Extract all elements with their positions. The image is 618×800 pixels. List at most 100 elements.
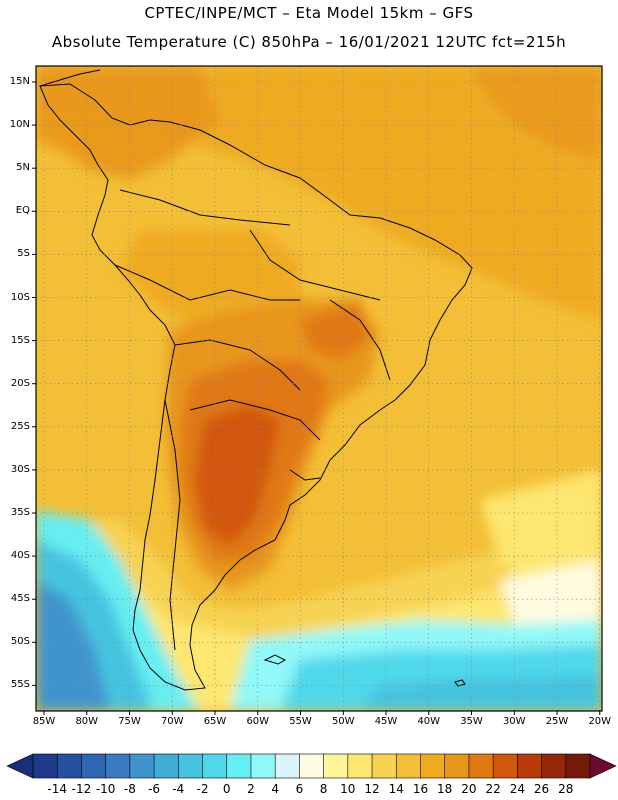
colorbar-label: 28 <box>558 782 574 796</box>
border-uruguay <box>289 469 321 481</box>
latitude-label: EQ <box>15 205 30 217</box>
falklands-coast <box>263 654 287 665</box>
longitude-label: 20W <box>588 716 612 727</box>
longitude-label: 85W <box>32 716 56 727</box>
colorbar-label: 18 <box>437 782 453 796</box>
colorbar-label: 24 <box>509 782 525 796</box>
longitude-label: 65W <box>203 716 227 727</box>
colorbar-label: 4 <box>271 782 279 796</box>
colorbar-label: 0 <box>222 782 231 796</box>
colorbar-label: 8 <box>319 782 328 796</box>
colorbar-swatch <box>517 753 543 779</box>
latitude-label: 30S <box>10 463 30 475</box>
colorbar <box>6 753 617 779</box>
longitude-label: 35W <box>460 716 483 727</box>
colorbar-label: -6 <box>148 782 161 796</box>
border-chile-argentina <box>164 399 181 651</box>
longitude-label: 60W <box>246 716 270 727</box>
colorbar-swatch <box>468 753 494 779</box>
longitude-label: 45W <box>374 716 398 727</box>
latitude-label: 5S <box>17 248 30 260</box>
longitude-label: 80W <box>75 716 99 727</box>
border-amazonas <box>249 229 381 301</box>
colorbar-label: 10 <box>340 782 356 796</box>
colorbar-swatch <box>444 753 470 779</box>
colorbar-label: -4 <box>172 782 185 796</box>
colorbar-swatch <box>299 753 325 779</box>
latitude-label: 10S <box>10 291 30 303</box>
colorbar-label: 2 <box>247 782 255 796</box>
colorbar-label: 20 <box>461 782 477 796</box>
colorbar-swatch <box>347 753 373 779</box>
colorbar-swatch <box>129 753 155 779</box>
colorbar-label: -12 <box>71 782 92 796</box>
map-frame <box>35 65 603 712</box>
colorbar-label: -8 <box>123 782 136 796</box>
colorbar-swatch <box>492 753 519 779</box>
colorbar-swatch <box>153 753 180 779</box>
colorbar-label: 14 <box>388 782 404 796</box>
latitude-label: 35S <box>10 507 30 518</box>
colorbar-swatch <box>250 753 276 779</box>
colorbar-swatch <box>81 753 107 779</box>
map-title-line-2: Absolute Temperature (C) 850hPa – 16/01/… <box>51 33 567 51</box>
colorbar-swatch <box>420 753 446 779</box>
south-georgia-coast <box>454 679 466 687</box>
axis-ticks <box>32 81 601 715</box>
latitude-label: 20S <box>10 377 30 389</box>
colorbar-label: 22 <box>485 782 501 796</box>
latitude-label: 45S <box>10 593 30 605</box>
field-zone-20c-atlantic <box>470 66 602 160</box>
latitude-label: 10N <box>9 119 30 131</box>
field-zone-minus2c-southern <box>360 675 602 711</box>
colorbar-label: 6 <box>295 782 304 796</box>
latitude-label: 40S <box>10 550 30 562</box>
latitude-label: 15S <box>10 334 30 346</box>
map-title-line-1: CPTEC/INPE/MCT – Eta Model 15km – GFS <box>144 4 474 22</box>
central-america-coast <box>39 69 101 87</box>
colorbar-low-arrow <box>6 753 34 779</box>
latitude-label: 5N <box>16 162 30 174</box>
colorbar-label: -14 <box>47 782 67 796</box>
colorbar-swatch <box>323 753 349 779</box>
field-zone-20c-caribbean <box>36 66 220 180</box>
field-zone-24c-core <box>195 405 280 545</box>
colorbar-swatch <box>178 753 204 779</box>
field-zone-8c-atlantic <box>500 560 602 640</box>
latitude-label: 55S <box>10 679 30 691</box>
temperature-field <box>36 66 602 711</box>
colorbar-label: 16 <box>412 782 429 796</box>
colorbar-swatch <box>565 753 591 779</box>
longitude-label: 40W <box>417 716 441 727</box>
border-bolivia <box>174 339 301 391</box>
longitude-label: 70W <box>160 716 184 727</box>
colorbar-swatch <box>32 753 59 779</box>
colorbar-label: -2 <box>196 782 209 796</box>
colorbar-label: -10 <box>95 782 116 796</box>
colorbar-swatch <box>202 753 228 779</box>
colorbar-swatch <box>274 753 301 779</box>
longitude-label: 75W <box>118 716 141 727</box>
coastline <box>39 69 473 691</box>
latitude-label: 15N <box>9 76 30 87</box>
border-brazil-states <box>329 299 391 381</box>
latitude-label: 50S <box>10 636 30 648</box>
longitude-label: 55W <box>289 716 312 727</box>
longitude-label: 25W <box>545 716 569 727</box>
border-peru-brazil <box>114 264 300 301</box>
colorbar-swatch <box>371 753 398 779</box>
colorbar-swatch <box>105 753 131 779</box>
colorbar-swatch <box>541 753 567 779</box>
latitude-label: 25S <box>10 420 30 432</box>
colorbar-label: 12 <box>364 782 380 796</box>
field-zone-minus6c-pacific <box>36 580 110 711</box>
colorbar-label: 26 <box>533 782 550 796</box>
colorbar-swatch <box>226 753 252 779</box>
colorbar-high-arrow <box>589 753 617 779</box>
border-colombia-brazil <box>119 189 291 226</box>
longitude-label: 30W <box>502 716 526 727</box>
south-america-coastline <box>39 83 473 691</box>
colorbar-swatch <box>395 753 422 779</box>
colorbar-swatch <box>56 753 83 779</box>
